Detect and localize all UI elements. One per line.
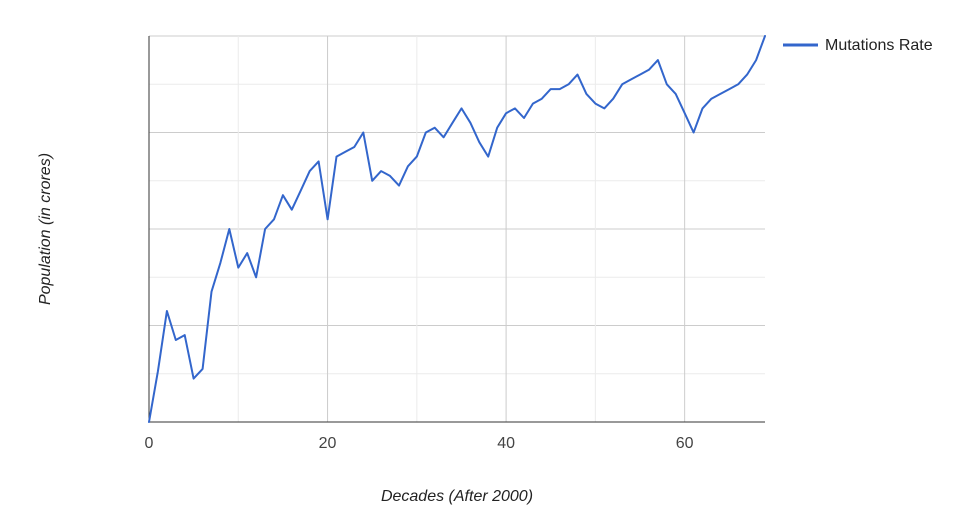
axes	[148, 36, 765, 423]
x-tick-label: 40	[497, 435, 515, 452]
x-tick-label: 0	[145, 435, 154, 452]
x-axis-title: Decades (After 2000)	[381, 488, 533, 505]
grid-lines	[149, 35, 765, 422]
legend: Mutations Rate	[783, 37, 933, 54]
x-tick-label: 60	[676, 435, 694, 452]
series-line-mutations-rate	[148, 35, 766, 423]
x-tick-labels: 0 20 40 60	[145, 435, 694, 452]
legend-label-mutations-rate: Mutations Rate	[825, 37, 933, 54]
series-lines	[148, 35, 766, 423]
y-axis-title: Population (in crores)	[37, 153, 54, 305]
x-tick-label: 20	[319, 435, 337, 452]
